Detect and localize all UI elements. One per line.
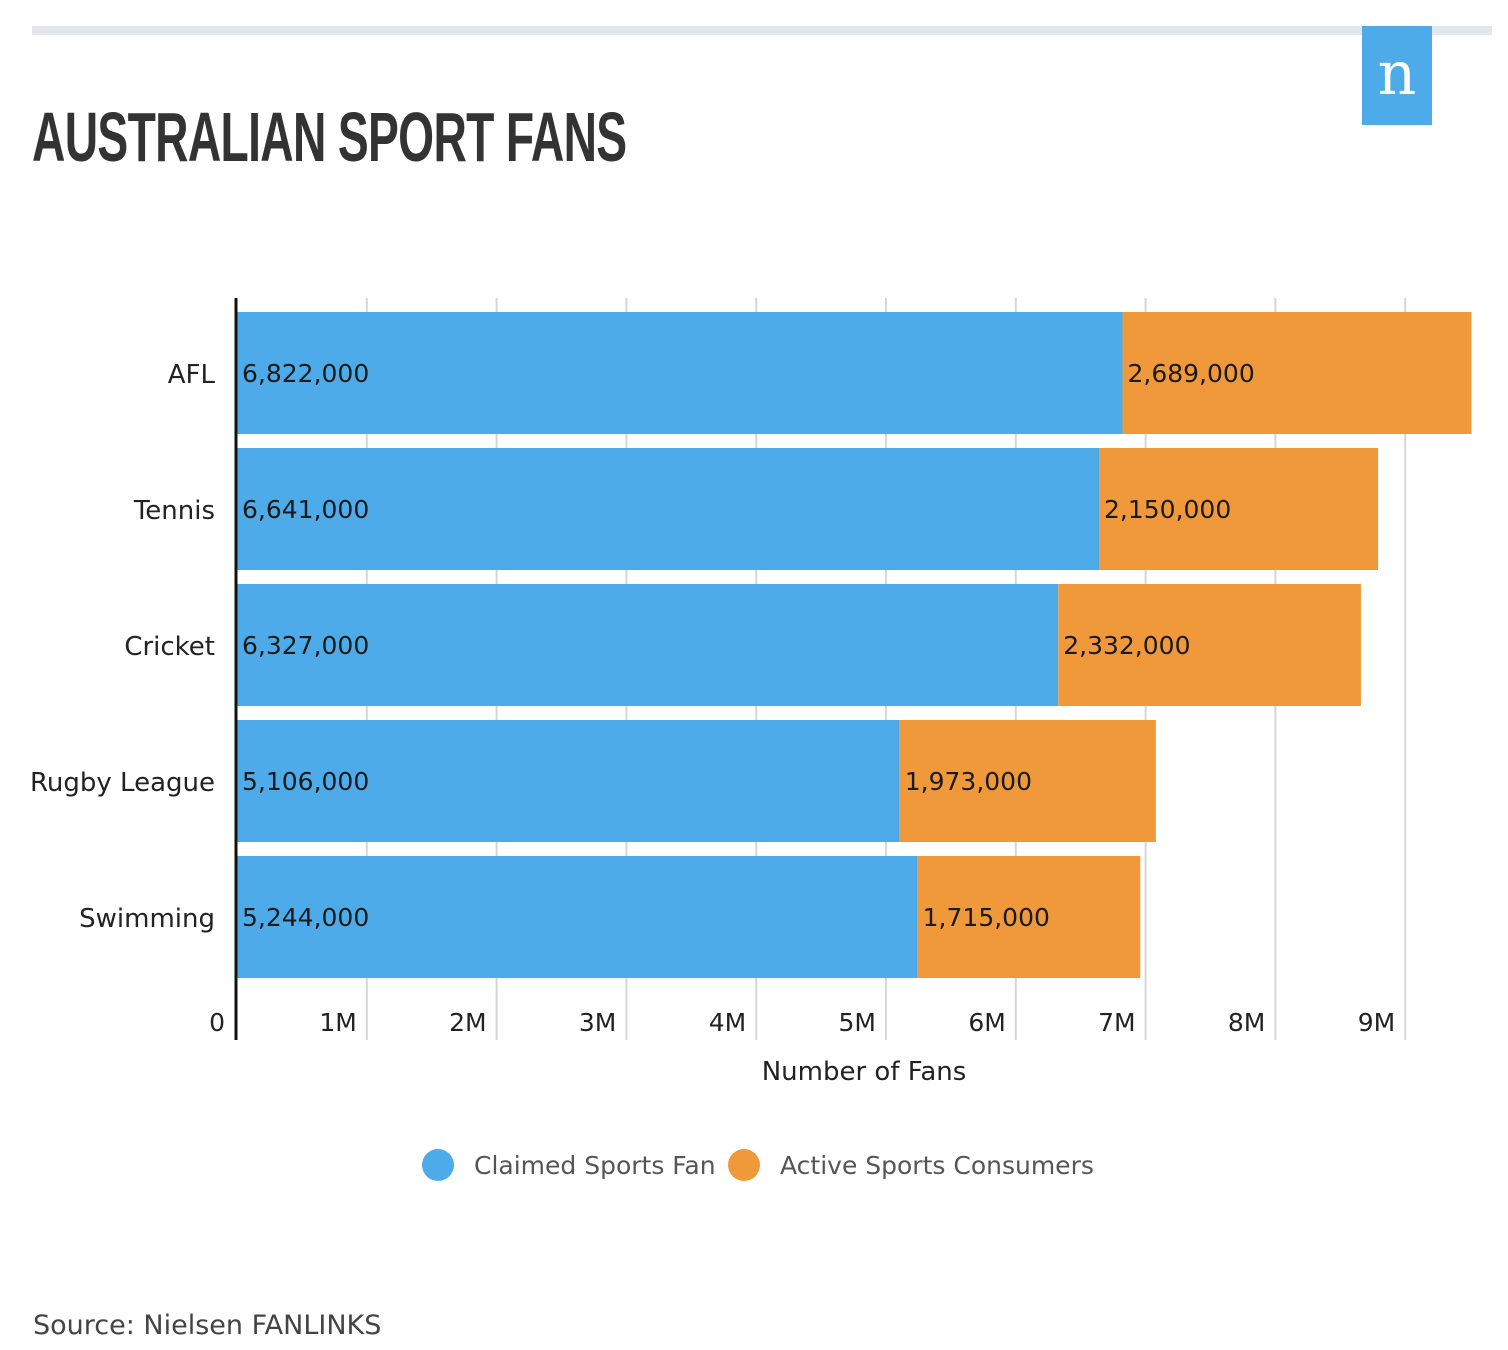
bar-active [1122, 312, 1472, 434]
legend-label-active: Active Sports Consumers [780, 1151, 1094, 1180]
category-label: Tennis [133, 496, 215, 526]
bar-label-claimed: 5,244,000 [242, 903, 369, 932]
tick-label: 5M [839, 1008, 876, 1037]
bar-label-claimed: 6,641,000 [242, 495, 369, 524]
bar-claimed [237, 720, 900, 842]
top-rule [32, 26, 1492, 35]
legend-swatch-claimed [422, 1149, 454, 1181]
tick-label: 4M [709, 1008, 746, 1037]
legend: Claimed Sports Fan Active Sports Consumer… [422, 1149, 1094, 1181]
tick-label: 3M [579, 1008, 616, 1037]
x-axis-title: Number of Fans [762, 1057, 967, 1087]
bar-label-active: 1,973,000 [905, 767, 1032, 796]
category-label: Swimming [79, 904, 215, 934]
tick-label: 8M [1228, 1008, 1265, 1037]
bar-label-claimed: 6,327,000 [242, 631, 369, 660]
bar-active [899, 720, 1156, 842]
bar-claimed [237, 448, 1100, 570]
tick-label: 2M [449, 1008, 486, 1037]
tick-label: 6M [968, 1008, 1005, 1037]
chart-title: AUSTRALIAN SPORT FANS [32, 98, 627, 176]
legend-label-claimed: Claimed Sports Fan [474, 1151, 716, 1180]
x-axis-tick-labels: 0 1M 2M 3M 4M 5M 6M 7M 8M 9M [209, 1008, 1395, 1037]
logo-letter: n [1377, 38, 1417, 109]
bars [237, 312, 1472, 978]
legend-swatch-active [728, 1149, 760, 1181]
bar-claimed [237, 312, 1123, 434]
tick-label: 7M [1098, 1008, 1135, 1037]
bar-label-active: 2,332,000 [1063, 631, 1190, 660]
bar-label-active: 2,150,000 [1104, 495, 1231, 524]
category-label: AFL [168, 360, 216, 390]
stacked-bar-chart: 6,822,000 2,689,000 6,641,000 2,150,000 6,32… [30, 298, 1472, 1181]
tick-label: 1M [319, 1008, 356, 1037]
category-label: Cricket [124, 632, 215, 662]
bar-active [917, 856, 1141, 978]
bar-active [1099, 448, 1379, 570]
bar-label-claimed: 6,822,000 [242, 359, 369, 388]
bar-labels: 6,822,000 2,689,000 6,641,000 2,150,000 6,32… [242, 359, 1255, 932]
nielsen-logo: n [1362, 26, 1432, 125]
tick-label: 0 [209, 1008, 225, 1037]
bar-active [1058, 584, 1361, 706]
category-label: Rugby League [30, 768, 215, 798]
bar-label-active: 1,715,000 [923, 903, 1050, 932]
tick-label: 9M [1358, 1008, 1395, 1037]
bar-label-claimed: 5,106,000 [242, 767, 369, 796]
bar-claimed [237, 856, 918, 978]
source-note: Source: Nielsen FANLINKS [33, 1310, 382, 1341]
bar-claimed [237, 584, 1059, 706]
category-labels: AFL Tennis Cricket Rugby League Swimming [30, 360, 215, 934]
bar-label-active: 2,689,000 [1127, 359, 1254, 388]
